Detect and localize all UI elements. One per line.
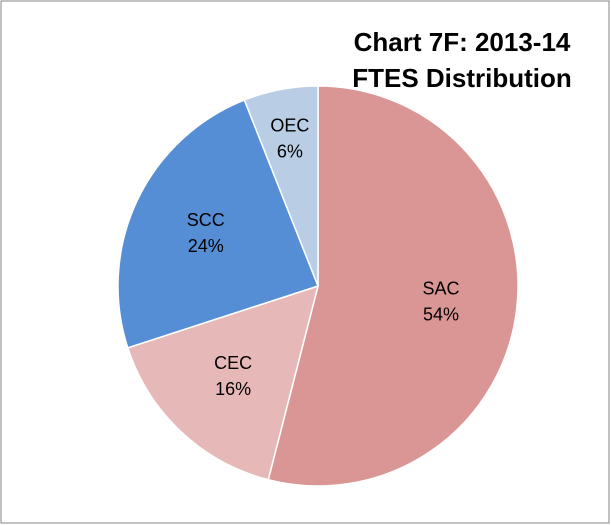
pie-slice bbox=[126, 284, 320, 481]
slice-value-label: 16% bbox=[215, 379, 251, 399]
slice-label: SAC bbox=[423, 278, 460, 298]
pie-slice bbox=[117, 99, 319, 349]
slice-label: SCC bbox=[187, 210, 225, 230]
slice-value-label: 54% bbox=[423, 304, 459, 324]
pie-slice bbox=[267, 85, 519, 487]
slice-label: CEC bbox=[214, 353, 252, 373]
slice-label: OEC bbox=[270, 115, 309, 135]
chart-title: FTES Distribution bbox=[352, 63, 572, 93]
chart-title: Chart 7F: 2013-14 bbox=[354, 27, 571, 57]
slice-value-label: 24% bbox=[188, 236, 224, 256]
slice-value-label: 6% bbox=[277, 141, 303, 161]
pie-slice bbox=[243, 85, 319, 287]
